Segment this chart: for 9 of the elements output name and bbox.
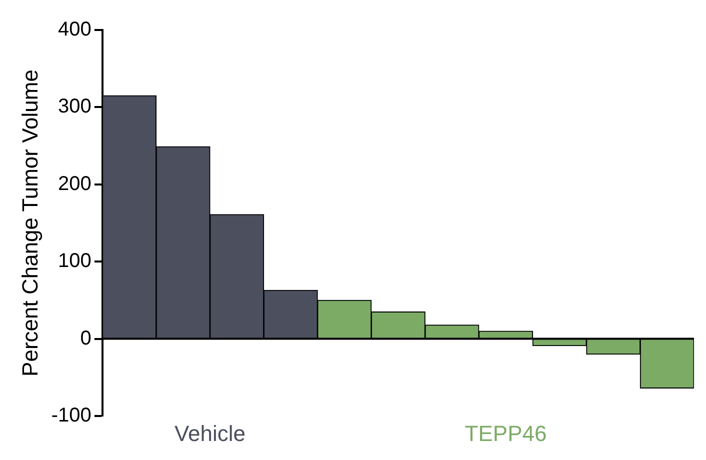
y-tick-label: 0 bbox=[80, 327, 92, 350]
y-tick-label: -100 bbox=[51, 404, 92, 427]
y-tick-label: 300 bbox=[58, 96, 92, 118]
y-axis-title: Percent Change Tumor Volume bbox=[17, 70, 42, 376]
y-tick-label: 100 bbox=[58, 250, 92, 272]
y-tick-label: 200 bbox=[58, 172, 92, 195]
text: Vehicle bbox=[174, 421, 246, 446]
y-tick-label: 400 bbox=[58, 18, 92, 41]
text: TEPP46 bbox=[464, 421, 547, 446]
